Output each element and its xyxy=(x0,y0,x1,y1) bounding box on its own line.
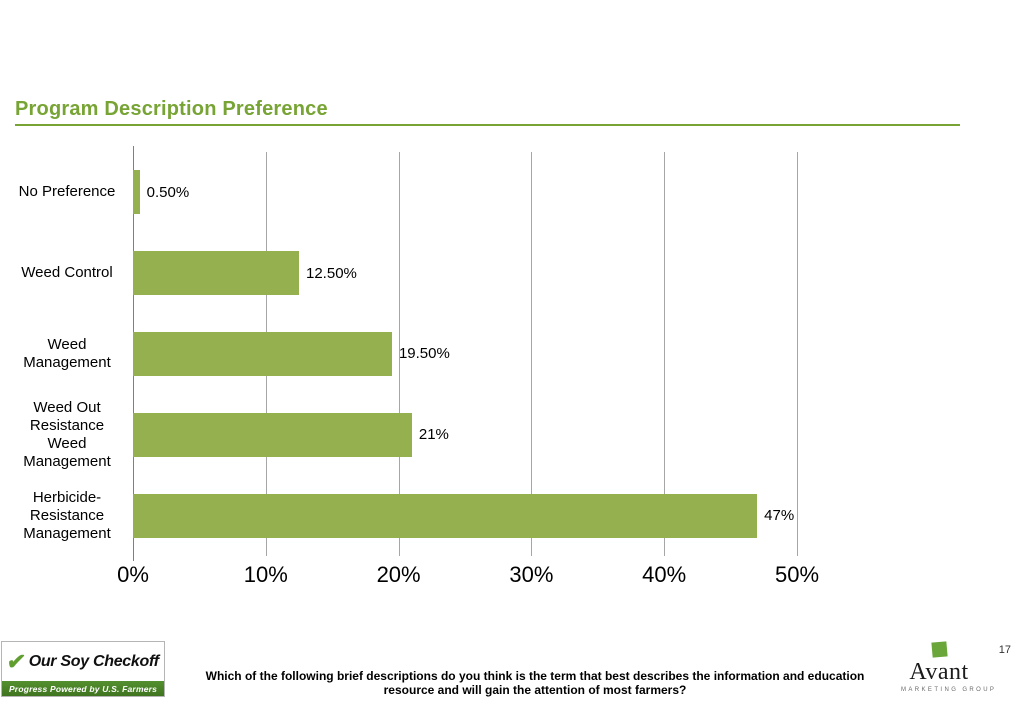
category-label: Weed Management xyxy=(23,335,111,371)
soy-checkoff-logo: ✔ Our Soy Checkoff Progress Powered by U… xyxy=(1,641,165,697)
bar xyxy=(133,493,758,538)
gridline xyxy=(797,152,798,556)
x-tick-label: 10% xyxy=(243,562,288,587)
value-axis: 0% 10% 20% 30% 40% 50% xyxy=(117,562,819,594)
avant-wordmark: Avant xyxy=(909,659,969,685)
gridline xyxy=(531,152,533,556)
x-tick-label: 0% xyxy=(117,562,149,587)
soy-logo-main: ✔ Our Soy Checkoff xyxy=(2,642,164,681)
plot-area: 0.50% 12.50% 19.50% 21% 47% xyxy=(133,146,798,561)
bar-value-label: 0.50% xyxy=(146,183,190,201)
bar-value-label: 21% xyxy=(418,426,449,444)
footer-question: Which of the following brief description… xyxy=(205,669,865,697)
bar xyxy=(133,251,299,296)
category-label: Weed Out Resistance Weed Management xyxy=(23,398,111,470)
soy-logo-text: Our Soy Checkoff xyxy=(28,652,159,670)
bar-value-label: 19.50% xyxy=(398,345,450,363)
bar-value-label: 47% xyxy=(764,507,795,525)
chart-row: 21% xyxy=(133,394,797,475)
soy-logo-tagline: Progress Powered by U.S. Farmers xyxy=(2,681,164,696)
x-tick-label: 40% xyxy=(642,562,687,587)
page-number: 17 xyxy=(998,644,1011,656)
bar-value-label: 12.50% xyxy=(306,264,357,282)
avant-subtext: MARKETING GROUP xyxy=(901,687,997,693)
chart-row: 0.50% xyxy=(133,152,797,233)
title-block: Program Description Preference xyxy=(15,98,960,126)
category-label: Weed Control xyxy=(21,264,113,282)
chart-row: 12.50% xyxy=(133,233,797,314)
gridline xyxy=(398,152,400,556)
chart-row: 19.50% xyxy=(133,314,797,395)
category-label: No Preference xyxy=(18,183,116,201)
x-tick-label: 20% xyxy=(376,562,421,587)
bar xyxy=(133,331,392,376)
category-axis: No Preference Weed Control Weed Management… xyxy=(6,152,128,556)
x-tick-label: 50% xyxy=(774,562,820,587)
chart-row: 47% xyxy=(133,475,797,556)
gridline xyxy=(664,152,666,556)
page-title: Program Description Preference xyxy=(15,98,328,120)
bar xyxy=(133,412,412,457)
soy-checkmark-icon: ✔ xyxy=(5,648,28,674)
bar xyxy=(133,170,140,215)
x-tick-label: 30% xyxy=(509,562,554,587)
avant-square-icon xyxy=(930,641,948,658)
avant-logo: Avant MARKETING GROUP xyxy=(901,641,997,693)
category-label: Herbicide- Resistance Management xyxy=(23,488,111,542)
